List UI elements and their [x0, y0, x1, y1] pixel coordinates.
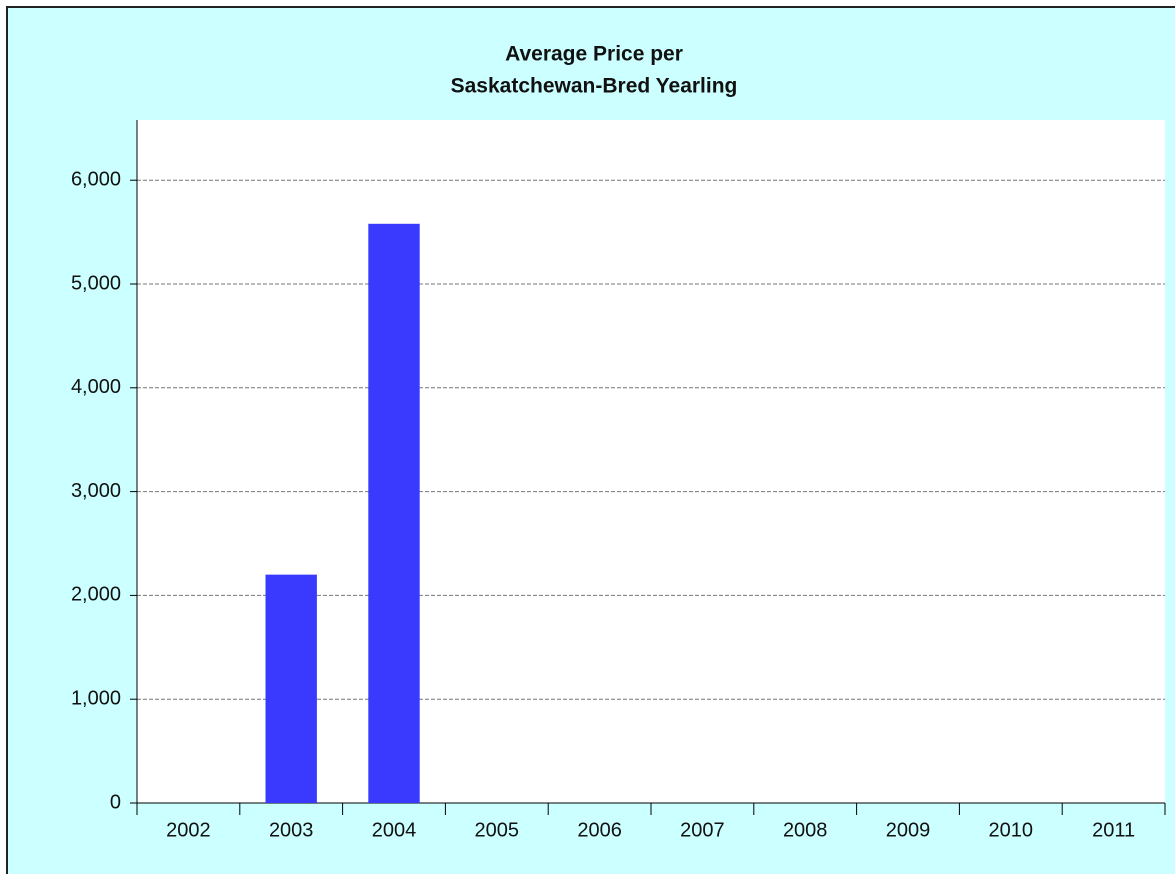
- y-tick-label: 6,000: [71, 168, 121, 190]
- y-tick-label: 4,000: [71, 376, 121, 398]
- x-tick-label: 2002: [166, 819, 211, 841]
- x-tick-label: 2006: [577, 819, 622, 841]
- x-tick-label: 2008: [783, 819, 828, 841]
- x-tick-label: 2010: [989, 819, 1034, 841]
- bar: [368, 223, 420, 804]
- y-tick-label: 2,000: [71, 584, 121, 606]
- y-tick-label: 3,000: [71, 480, 121, 502]
- x-tick-label: 2003: [269, 819, 314, 841]
- y-tick-label: 5,000: [71, 272, 121, 294]
- x-tick-label: 2004: [372, 819, 417, 841]
- x-tick-label: 2009: [886, 819, 931, 841]
- x-tick-label: 2005: [475, 819, 520, 841]
- bar: [265, 574, 317, 803]
- y-tick-label: 1,000: [71, 687, 121, 709]
- chart-title: Saskatchewan-Bred Yearling: [451, 75, 738, 98]
- x-tick-label: 2007: [680, 819, 725, 841]
- x-tick-label: 2011: [1092, 819, 1135, 841]
- chart-title: Average Price per: [505, 43, 683, 66]
- y-tick-label: 0: [110, 791, 121, 813]
